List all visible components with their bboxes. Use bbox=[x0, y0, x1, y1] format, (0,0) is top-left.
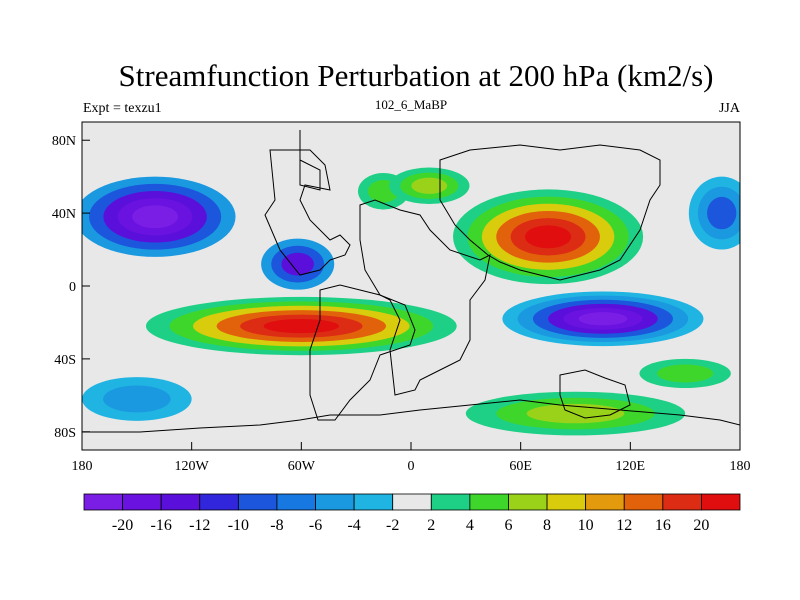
colorbar-label-9: 4 bbox=[466, 517, 474, 534]
lon-tick-label-3: 0 bbox=[408, 459, 415, 474]
colorbar-swatch-0 bbox=[83, 493, 123, 511]
season-label: JJA bbox=[719, 101, 741, 116]
lon-tick-label-4: 60E bbox=[509, 459, 532, 474]
contour-north-pacific-low-4 bbox=[132, 205, 179, 229]
colorbar-label-0: -20 bbox=[112, 517, 133, 534]
lat-tick-label-3: 40S bbox=[54, 353, 76, 368]
colorbar-label-13: 12 bbox=[616, 517, 632, 534]
colorbar-label-12: 10 bbox=[578, 517, 594, 534]
lat-tick-label-4: 80S bbox=[54, 426, 76, 441]
colorbar-swatch-14 bbox=[623, 493, 664, 511]
coastline-layer bbox=[82, 130, 740, 450]
colorbar-label-11: 8 bbox=[543, 517, 551, 534]
colorbar-label-7: -2 bbox=[386, 517, 399, 534]
latitude-axis: 80N 40N 0 40S 80S bbox=[52, 134, 90, 441]
colorbar-label-15: 20 bbox=[693, 517, 709, 534]
colorbar: -20 -16 -12 -10 -8 -6 -4 -2 2 4 6 8 10 12 16 20 bbox=[83, 493, 741, 534]
lat-tick-label-1: 40N bbox=[52, 207, 76, 222]
contour-fill-layer bbox=[82, 167, 740, 436]
contour-asia-high-5 bbox=[525, 225, 572, 249]
contour-north-america-low-2 bbox=[281, 252, 314, 276]
colorbar-label-8: 2 bbox=[427, 517, 435, 534]
lon-tick-label-5: 120E bbox=[616, 459, 646, 474]
lon-tick-label-2: 60W bbox=[288, 459, 316, 474]
contour-southern-atlantic-high-5 bbox=[263, 319, 339, 334]
contour-east-asia-high-2 bbox=[411, 177, 448, 194]
colorbar-swatch-13 bbox=[585, 493, 625, 511]
colorbar-swatch-3 bbox=[199, 493, 239, 511]
colorbar-label-4: -8 bbox=[270, 517, 283, 534]
colorbar-swatch-8 bbox=[392, 493, 432, 511]
longitude-axis: 180 120W 60W 0 60E 120E 180 bbox=[72, 442, 751, 474]
figure-title: Streamfunction Perturbation at 200 hPa (… bbox=[119, 58, 714, 93]
colorbar-swatch-6 bbox=[315, 493, 355, 511]
colorbar-swatch-7 bbox=[353, 493, 394, 511]
contour-southern-ocean-low-1 bbox=[103, 385, 171, 413]
contour-east-pacific-high-1 bbox=[657, 364, 714, 383]
colorbar-swatch-9 bbox=[430, 493, 471, 511]
experiment-label: Expt = texzu1 bbox=[83, 101, 162, 116]
lat-tick-label-2: 0 bbox=[69, 280, 76, 295]
colorbar-swatch-4 bbox=[237, 493, 278, 511]
lon-tick-label-1: 120W bbox=[175, 459, 210, 474]
experiment-id-label: 102_6_MaBP bbox=[375, 97, 447, 112]
colorbar-label-5: -6 bbox=[309, 517, 322, 534]
colorbar-label-3: -10 bbox=[228, 517, 249, 534]
colorbar-swatch-5 bbox=[276, 493, 316, 511]
contour-indian-ocean-low-5 bbox=[578, 312, 628, 326]
colorbar-label-2: -12 bbox=[189, 517, 210, 534]
colorbar-swatch-1 bbox=[122, 493, 162, 511]
lat-tick-label-0: 80N bbox=[52, 134, 76, 149]
map-panel bbox=[81, 121, 741, 451]
contour-west-pacific-low-2 bbox=[707, 196, 737, 230]
colorbar-label-10: 6 bbox=[504, 517, 512, 534]
colorbar-swatch-11 bbox=[508, 493, 548, 511]
lon-tick-label-0: 180 bbox=[72, 459, 93, 474]
colorbar-swatch-15 bbox=[662, 493, 702, 511]
colorbar-swatch-16 bbox=[701, 493, 741, 511]
lon-tick-label-6: 180 bbox=[730, 459, 751, 474]
colorbar-swatch-10 bbox=[469, 493, 509, 511]
colorbar-label-14: 16 bbox=[655, 517, 671, 534]
colorbar-label-6: -4 bbox=[347, 517, 360, 534]
colorbar-label-1: -16 bbox=[151, 517, 172, 534]
colorbar-swatch-12 bbox=[546, 493, 587, 511]
colorbar-swatch-2 bbox=[160, 493, 201, 511]
